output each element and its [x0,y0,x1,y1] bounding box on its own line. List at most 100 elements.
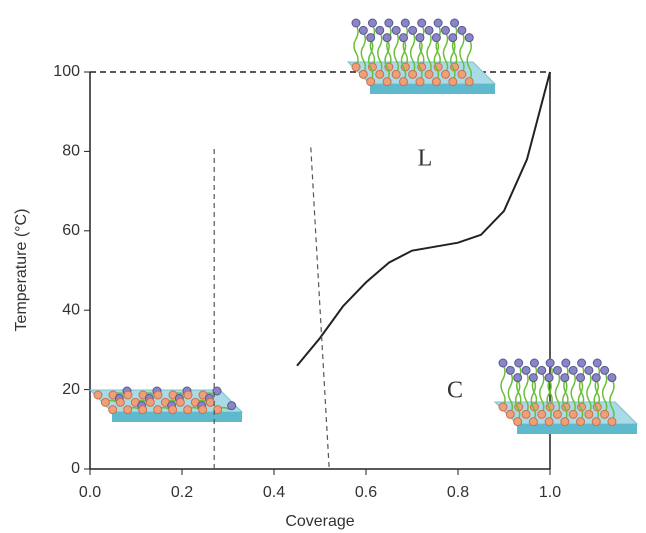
anchor-atom [115,397,125,407]
anchor-atom [440,69,450,79]
chain [367,39,374,83]
anchor-atom [408,69,418,79]
chain [393,31,399,75]
anchor-atom [358,69,368,79]
chain [402,24,409,68]
anchor-atom [448,77,458,87]
anchor-atom [123,390,133,400]
anchor-atom [576,417,586,427]
anchor-atom [183,405,193,415]
anchor-atom [464,77,474,87]
head-group [382,33,392,43]
chain [500,364,506,408]
chain [433,39,440,83]
head-group [521,365,531,375]
monolayer-illustration [88,386,244,422]
head-group [528,373,538,383]
anchor-atom [537,409,547,419]
chain [554,371,561,415]
head-group [607,373,617,383]
chain [546,379,552,423]
head-group [464,33,474,43]
anchor-atom [198,405,208,415]
anchor-atom [521,409,531,419]
chain [531,364,538,408]
anchor-atom [183,390,193,400]
anchor-atom [584,409,594,419]
head-group [592,358,602,368]
head-group [400,18,410,28]
annotation: L [418,146,433,172]
y-axis-label: Temperature (°C) [13,209,30,332]
anchor-atom [505,409,515,419]
head-group [560,373,570,383]
anchor-atom [168,405,178,415]
head-group [408,25,418,35]
chain [563,364,569,408]
chain [514,379,521,423]
chain [609,379,615,423]
head-group [537,365,547,375]
anchor-atom [153,390,163,400]
anchor-atom [382,77,392,87]
anchor-atom [123,405,133,415]
chain [523,371,529,415]
anchor-atom [399,77,409,87]
chain [384,39,390,83]
chain [369,24,376,68]
anchor-atom [351,62,361,72]
head-group [529,358,539,368]
head-group [367,18,377,28]
chain [400,39,407,83]
head-group [417,18,427,28]
head-group [384,18,394,28]
chain [417,39,423,83]
chain [577,379,584,423]
chain [450,39,456,83]
substrate [112,412,242,422]
anchor-atom [591,417,601,427]
head-group [505,365,515,375]
head-group [366,33,376,43]
anchor-atom [213,405,223,415]
anchor-atom [375,69,385,79]
anchor-atom [366,77,376,87]
anchor-atom [431,77,441,87]
y-tick-label: 40 [62,301,80,318]
head-group [568,365,578,375]
anchor-atom [560,417,570,427]
chain [360,31,367,75]
chain [562,379,568,423]
head-group [448,33,458,43]
x-tick-label: 0.0 [79,484,101,501]
head-group [351,18,361,28]
head-group [399,33,409,43]
anchor-atom [145,397,155,407]
head-group [514,358,524,368]
head-group [513,373,523,383]
chain [530,379,537,423]
anchor-atom [100,397,110,407]
chain [418,24,425,68]
y-tick-label: 0 [71,460,80,477]
chain [515,364,522,408]
substrate [370,84,495,94]
y-tick-label: 100 [53,63,80,80]
anchor-atom [175,397,185,407]
head-group [577,358,587,368]
annotation: C [447,378,463,404]
y-tick-label: 20 [62,381,80,398]
x-tick-label: 1.0 [539,484,561,501]
anchor-atom [600,409,610,419]
chain [451,24,458,68]
chain [578,364,585,408]
series-line [296,71,551,367]
anchor-atom [415,77,425,87]
anchor-atom [391,69,401,79]
chain [570,371,576,415]
head-group [433,18,443,28]
chain [586,371,592,415]
chain [507,371,514,415]
y-tick-label: 80 [62,143,80,160]
